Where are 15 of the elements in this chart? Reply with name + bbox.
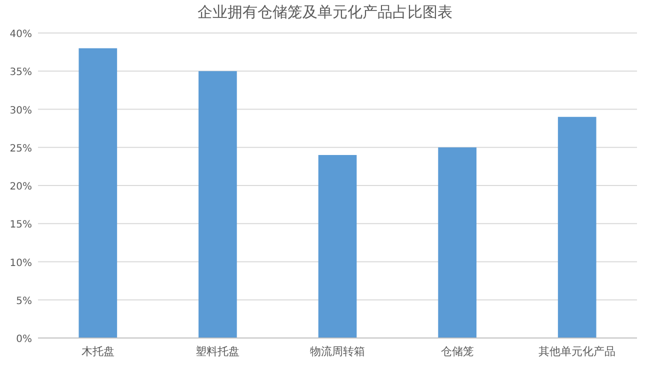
y-tick-label: 5%	[16, 296, 32, 307]
y-tick-label: 35%	[10, 67, 32, 78]
y-tick-label: 0%	[16, 334, 32, 345]
y-tick-label: 15%	[10, 220, 32, 231]
x-tick-label: 物流周转箱	[310, 345, 365, 358]
y-tick-label: 10%	[10, 258, 32, 269]
x-tick-label: 塑料托盘	[196, 345, 240, 358]
y-tick-label: 20%	[10, 182, 32, 192]
y-tick-label: 30%	[10, 105, 32, 116]
y-tick-label: 25%	[10, 143, 32, 154]
x-tick-label: 木托盘	[81, 345, 114, 358]
x-tick-label: 其他单元化产品	[538, 345, 616, 358]
title: 企业拥有仓储笼及单元化产品占比图表	[198, 3, 452, 21]
y-tick-label: 40%	[10, 29, 32, 40]
x-tick-label: 仓储笼	[440, 345, 474, 358]
